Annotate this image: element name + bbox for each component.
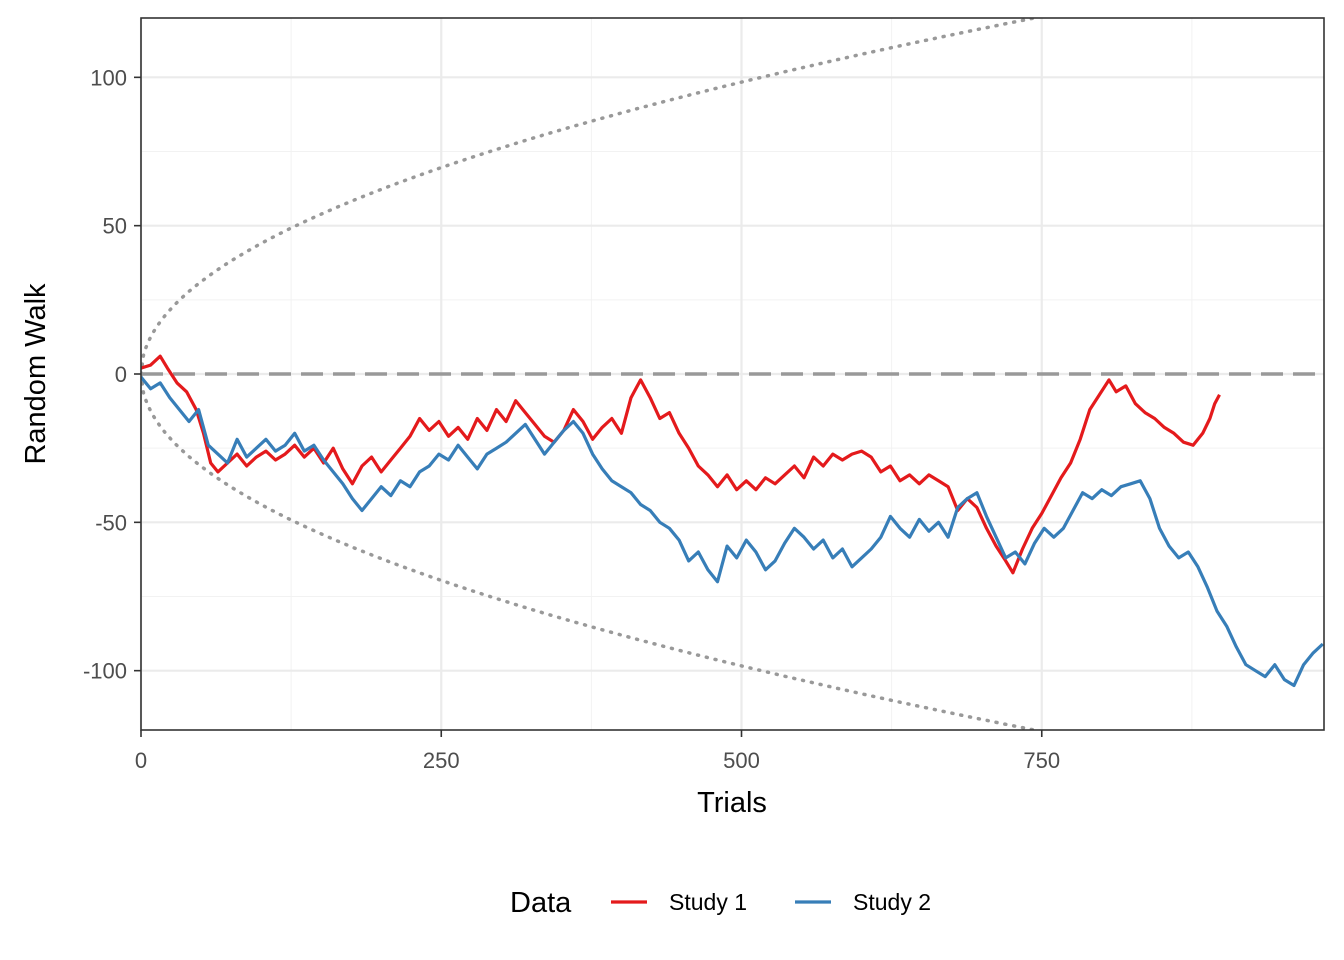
x-tick-label: 750 <box>1023 748 1060 773</box>
reference-lines <box>141 18 1324 730</box>
x-tick-label: 500 <box>723 748 760 773</box>
legend-title: Data <box>510 887 572 919</box>
upper-boundary-line <box>141 18 1044 376</box>
x-tick-label: 0 <box>135 748 147 773</box>
x-tick-label: 250 <box>423 748 460 773</box>
series-line-study-1 <box>141 354 1221 575</box>
y-axis-title: Random Walk <box>20 283 52 465</box>
legend-label-study-2: Study 2 <box>853 889 931 915</box>
axis-ticks <box>134 76 1043 737</box>
y-tick-label: 50 <box>103 214 127 239</box>
y-tick-label: 0 <box>115 362 127 387</box>
y-tick-label: -50 <box>95 510 127 535</box>
lower-boundary-line <box>141 372 1044 730</box>
series-layer <box>141 354 1324 688</box>
x-axis-title: Trials <box>697 787 767 819</box>
legend: Data Study 1 Study 2 <box>510 887 931 919</box>
y-tick-label: -100 <box>83 659 127 684</box>
series-line-study-2 <box>141 375 1324 688</box>
legend-label-study-1: Study 1 <box>669 889 747 915</box>
y-tick-label: 100 <box>90 65 127 90</box>
